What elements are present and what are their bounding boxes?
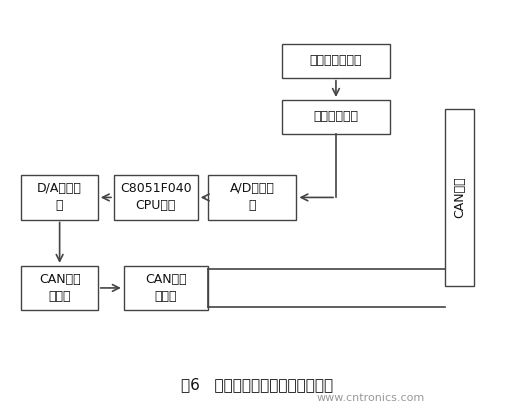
Bar	[208, 175, 297, 220]
Text: CAN总线: CAN总线	[453, 177, 466, 218]
Text: 传感器信号部分: 传感器信号部分	[310, 54, 362, 67]
Text: www.cntronics.com: www.cntronics.com	[316, 393, 425, 403]
Text: CAN总线
控制器: CAN总线 控制器	[39, 273, 80, 303]
Bar	[22, 266, 98, 310]
Bar	[445, 109, 474, 286]
Bar	[114, 175, 198, 220]
Bar	[124, 266, 208, 310]
Text: C8051F040
CPU模块: C8051F040 CPU模块	[120, 182, 192, 212]
Text: A/D采样模
块: A/D采样模 块	[230, 182, 274, 212]
Bar	[22, 175, 98, 220]
Text: CAN总线
驱动器: CAN总线 驱动器	[145, 273, 187, 303]
Text: 图6   数据采集与处理系统原理框图: 图6 数据采集与处理系统原理框图	[181, 377, 333, 392]
Text: D/A处理模
块: D/A处理模 块	[37, 182, 82, 212]
Bar	[282, 44, 390, 78]
Bar	[282, 100, 390, 134]
Text: 信号调理电路: 信号调理电路	[314, 111, 358, 124]
